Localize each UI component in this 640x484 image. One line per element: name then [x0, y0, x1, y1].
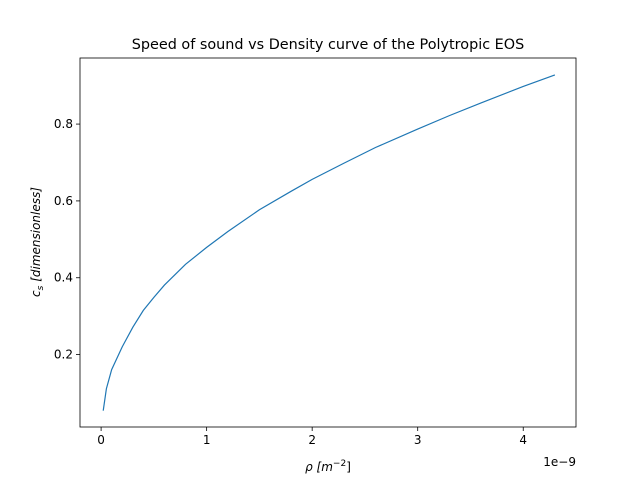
- plot-area-frame: [79, 57, 577, 428]
- x-tick-label: 1: [203, 433, 211, 447]
- x-axis-label-close: ]: [346, 460, 351, 474]
- y-tick-label: 0.8: [54, 117, 73, 131]
- y-tick-label: 0.2: [54, 348, 73, 362]
- y-tick-label: 0.4: [54, 271, 73, 285]
- x-tick-label: 3: [414, 433, 422, 447]
- x-axis-label-exponent: −2: [333, 459, 346, 469]
- y-tick-label: 0.6: [54, 194, 73, 208]
- x-tick-label: 4: [519, 433, 527, 447]
- y-axis-label-sub: s: [36, 285, 46, 290]
- x-axis: 0 1 2 3 4: [97, 427, 527, 447]
- y-axis-label: cs [dimensionless]: [29, 187, 46, 297]
- chart-title: Speed of sound vs Density curve of the P…: [132, 37, 525, 53]
- x-tick-label: 2: [308, 433, 316, 447]
- x-offset-label: 1e−9: [543, 455, 576, 469]
- series-line-0: [102, 74, 556, 411]
- y-axis-label-rest: [dimensionless]: [29, 187, 43, 286]
- y-axis-label-var: c: [29, 290, 43, 297]
- x-axis-label-base: ρ [m: [305, 460, 333, 474]
- x-tick-label: 0: [97, 433, 105, 447]
- y-axis: 0.2 0.4 0.6 0.8: [54, 117, 80, 362]
- x-axis-label: ρ [m−2]: [305, 459, 351, 474]
- series-layer: [102, 74, 556, 411]
